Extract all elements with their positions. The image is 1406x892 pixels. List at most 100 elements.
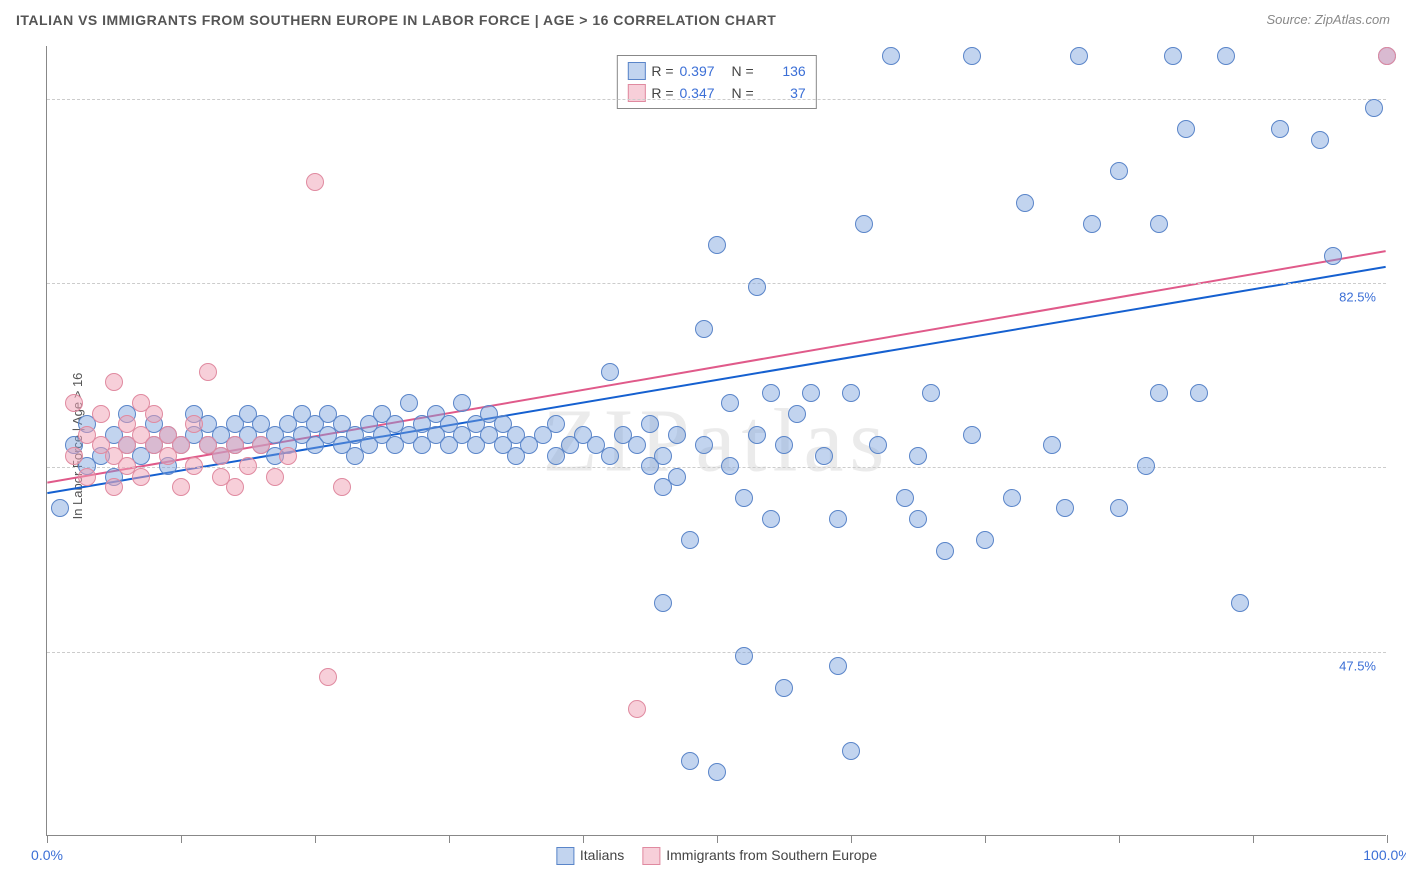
data-point (748, 278, 766, 296)
data-point (922, 384, 940, 402)
data-point (775, 679, 793, 697)
x-tick (449, 835, 450, 843)
legend-r-value: 0.397 (680, 63, 726, 79)
data-point (681, 531, 699, 549)
data-point (1083, 215, 1101, 233)
scatter-chart: ZIPatlas R =0.397N =136R =0.347N =37 Ita… (46, 46, 1386, 836)
legend-swatch (556, 847, 574, 865)
legend-n-label: N = (732, 63, 754, 79)
data-point (855, 215, 873, 233)
data-point (1110, 499, 1128, 517)
data-point (735, 489, 753, 507)
data-point (909, 510, 927, 528)
data-point (1070, 47, 1088, 65)
data-point (226, 436, 244, 454)
data-point (601, 363, 619, 381)
data-point (185, 457, 203, 475)
data-point (132, 468, 150, 486)
x-tick (1387, 835, 1388, 843)
data-point (668, 426, 686, 444)
legend-row: R =0.347N =37 (627, 82, 805, 104)
data-point (1043, 436, 1061, 454)
data-point (882, 47, 900, 65)
data-point (105, 478, 123, 496)
data-point (1271, 120, 1289, 138)
data-point (976, 531, 994, 549)
data-point (1311, 131, 1329, 149)
data-point (78, 468, 96, 486)
data-point (266, 468, 284, 486)
data-point (172, 436, 190, 454)
data-point (1164, 47, 1182, 65)
data-point (105, 373, 123, 391)
correlation-legend: R = 0.397 N = 136 R =0.347N =37 (616, 55, 816, 109)
data-point (869, 436, 887, 454)
data-point (721, 394, 739, 412)
series-legend: Italians Immigrants from Southern Europe (556, 847, 877, 865)
x-tick-label: 0.0% (31, 847, 63, 863)
data-point (65, 394, 83, 412)
data-point (1150, 215, 1168, 233)
data-point (628, 436, 646, 454)
data-point (829, 657, 847, 675)
data-point (400, 394, 418, 412)
data-point (628, 700, 646, 718)
data-point (185, 415, 203, 433)
x-tick-label: 100.0% (1363, 847, 1406, 863)
source-label: Source: ZipAtlas.com (1266, 12, 1390, 28)
data-point (1150, 384, 1168, 402)
data-point (333, 478, 351, 496)
y-tick-label: 47.5% (1339, 658, 1376, 673)
data-point (1003, 489, 1021, 507)
data-point (252, 436, 270, 454)
data-point (762, 384, 780, 402)
data-point (654, 447, 672, 465)
data-point (708, 236, 726, 254)
data-point (708, 763, 726, 781)
data-point (909, 447, 927, 465)
data-point (1365, 99, 1383, 117)
data-point (51, 499, 69, 517)
data-point (1324, 247, 1342, 265)
data-point (1217, 47, 1235, 65)
legend-item: Immigrants from Southern Europe (642, 847, 877, 865)
data-point (735, 647, 753, 665)
data-point (936, 542, 954, 560)
data-point (1016, 194, 1034, 212)
x-tick (47, 835, 48, 843)
data-point (695, 320, 713, 338)
data-point (654, 594, 672, 612)
data-point (65, 447, 83, 465)
gridline (47, 652, 1386, 653)
data-point (172, 478, 190, 496)
x-tick (181, 835, 182, 843)
gridline (47, 283, 1386, 284)
legend-r-label: R = (651, 63, 673, 79)
x-tick (1253, 835, 1254, 843)
data-point (788, 405, 806, 423)
data-point (1378, 47, 1396, 65)
legend-n-value: 136 (760, 63, 806, 79)
data-point (547, 415, 565, 433)
x-tick (851, 835, 852, 843)
data-point (453, 394, 471, 412)
data-point (963, 426, 981, 444)
data-point (762, 510, 780, 528)
data-point (802, 384, 820, 402)
data-point (748, 426, 766, 444)
data-point (1177, 120, 1195, 138)
legend-row: R = 0.397 N = 136 (627, 60, 805, 82)
data-point (681, 752, 699, 770)
data-point (896, 489, 914, 507)
chart-title: ITALIAN VS IMMIGRANTS FROM SOUTHERN EURO… (16, 12, 776, 28)
data-point (319, 668, 337, 686)
x-tick (717, 835, 718, 843)
data-point (1137, 457, 1155, 475)
x-tick (583, 835, 584, 843)
data-point (306, 173, 324, 191)
data-point (815, 447, 833, 465)
data-point (226, 478, 244, 496)
data-point (1056, 499, 1074, 517)
data-point (1110, 162, 1128, 180)
legend-item: Italians (556, 847, 624, 865)
